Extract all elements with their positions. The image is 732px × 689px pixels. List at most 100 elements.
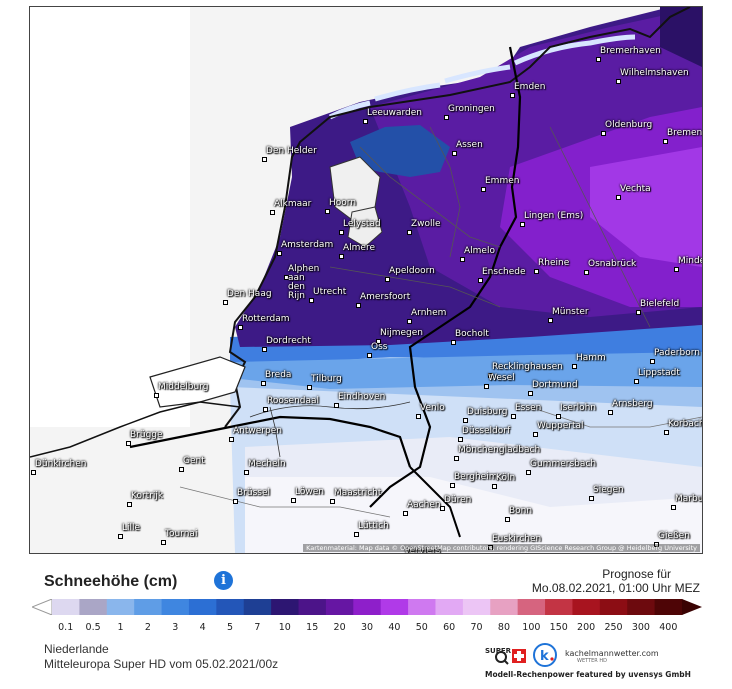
city-label: Hoorn <box>329 198 357 208</box>
city-marker <box>510 93 515 98</box>
city-label: Den Helder <box>266 146 317 156</box>
city-label: Oldenburg <box>605 120 653 130</box>
logo-power-text: Modell-Rechenpower featured by uvensys G… <box>485 670 691 679</box>
colorbar-swatch <box>462 599 491 615</box>
city-marker <box>309 298 314 303</box>
colorbar-swatch <box>325 599 354 615</box>
colorbar-swatch <box>654 599 683 615</box>
logo-site: kachelmannwetter.com <box>565 649 659 658</box>
city-marker <box>664 430 669 435</box>
city-marker <box>478 278 483 283</box>
city-label: Utrecht <box>313 287 347 297</box>
city-label: Eindhoven <box>338 392 386 402</box>
city-marker <box>233 499 238 504</box>
city-label: Duisburg <box>467 407 508 417</box>
colorbar-swatch <box>353 599 382 615</box>
city-marker <box>444 115 449 120</box>
legend-tick-label: 150 <box>549 622 568 633</box>
city-marker <box>407 319 412 324</box>
map-canvas <box>30 7 702 553</box>
forecast-label: Prognose für <box>602 567 671 581</box>
legend-tick-label: 3 <box>172 622 179 633</box>
colorbar-swatch <box>106 599 135 615</box>
city-label: Kortrijk <box>131 491 164 501</box>
city-label: Düsseldorf <box>462 426 511 436</box>
city-marker <box>270 210 275 215</box>
city-label: Wesel <box>488 373 515 383</box>
city-marker <box>601 131 606 136</box>
city-label: Nijmegen <box>380 328 423 338</box>
city-marker <box>650 359 655 364</box>
city-label: Gießen <box>658 531 690 541</box>
city-label: Bremen <box>667 128 703 138</box>
snow-depth-map[interactable]: Bremerhaven Wilhelmshaven Emden Oldenburg Br… <box>29 6 703 554</box>
forecast-time: Mo.08.02.2021, 01:00 Uhr MEZ <box>531 581 700 595</box>
city-marker <box>616 79 621 84</box>
city-marker <box>238 325 243 330</box>
city-label: Marburg <box>675 494 703 504</box>
city-label: Brügge <box>130 430 163 440</box>
city-label: Aachen <box>407 500 441 510</box>
city-label: Arnhem <box>411 308 447 318</box>
city-marker <box>636 310 641 315</box>
info-icon[interactable]: i <box>214 571 233 590</box>
city-label: Wuppertal <box>537 421 584 431</box>
kachelmann-logo[interactable]: SUPER k kachelmannwetter.com WETTER HD M… <box>483 641 701 683</box>
city-marker <box>118 534 123 539</box>
city-label: Lingen (Ems) <box>524 211 584 221</box>
city-marker <box>31 470 36 475</box>
city-label: Almere <box>343 243 376 253</box>
city-marker <box>616 195 621 200</box>
city-marker <box>505 517 510 522</box>
city-label: Essen <box>515 403 542 413</box>
colorbar-swatch <box>298 599 327 615</box>
city-marker <box>492 484 497 489</box>
legend-tick-label: 400 <box>659 622 678 633</box>
city-marker <box>339 254 344 259</box>
city-label: Mönchengladbach <box>458 445 541 455</box>
city-marker <box>674 267 679 272</box>
legend-tick-label: 70 <box>470 622 483 633</box>
logo-sub: WETTER HD <box>577 658 607 664</box>
city-marker <box>528 391 533 396</box>
city-label: Breda <box>265 370 292 380</box>
colorbar-swatch <box>243 599 272 615</box>
city-label: Oss <box>371 342 388 352</box>
city-marker <box>460 257 465 262</box>
city-label: Münster <box>552 307 589 317</box>
city-label: Mecheln <box>248 459 286 469</box>
city-label: Brüssel <box>237 488 270 498</box>
city-marker <box>416 414 421 419</box>
city-label: Amsterdam <box>281 240 334 250</box>
city-label: Bielefeld <box>640 299 680 309</box>
legend-ticks: 0.1 0.5 1 2 3 4 5 7 10 15 20 30 40 50 60 70 80 100 150 200 2… <box>0 622 732 634</box>
city-label: Paderborn <box>654 348 700 358</box>
city-marker <box>451 340 456 345</box>
legend-tick-label: 200 <box>577 622 596 633</box>
legend-tick-label: 10 <box>278 622 291 633</box>
legend-title: Schneehöhe (cm) <box>44 573 178 590</box>
city-label: Osnabrück <box>588 259 637 269</box>
city-marker <box>452 151 457 156</box>
city-marker <box>367 353 372 358</box>
city-marker <box>277 251 282 256</box>
city-label: Euskirchen <box>492 534 542 544</box>
city-label: Alkmaar <box>274 199 312 209</box>
city-label: Lippstadt <box>638 368 680 378</box>
city-marker <box>654 542 659 547</box>
city-label: Siegen <box>593 485 624 495</box>
city-label: Hamm <box>576 353 606 363</box>
legend-tick-label: 80 <box>497 622 510 633</box>
city-marker <box>671 505 676 510</box>
legend-tick-label: 100 <box>522 622 541 633</box>
city-label: Apeldoorn <box>389 266 435 276</box>
city-marker <box>161 540 166 545</box>
colorbar-swatch <box>161 599 190 615</box>
legend-tick-label: 15 <box>306 622 319 633</box>
city-label: Alphen aan den Rijn <box>288 264 320 301</box>
city-marker <box>634 379 639 384</box>
city-label: Löwen <box>295 487 324 497</box>
city-marker <box>261 381 266 386</box>
city-marker <box>363 119 368 124</box>
city-marker <box>291 498 296 503</box>
